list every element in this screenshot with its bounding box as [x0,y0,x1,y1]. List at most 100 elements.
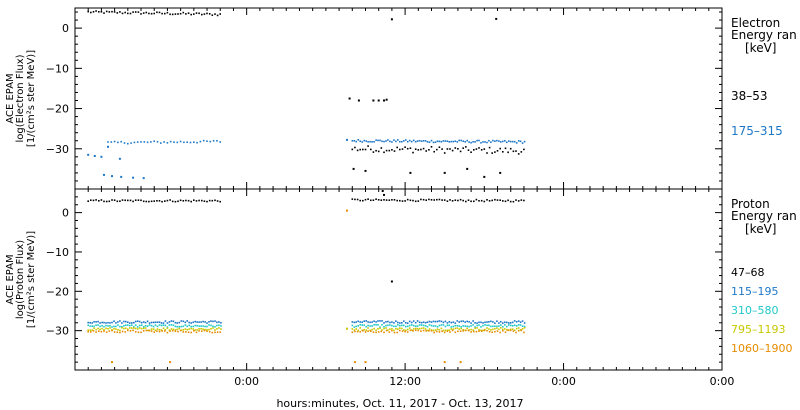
data-point [93,325,95,328]
x-tick-label: 0:00 [551,375,576,388]
data-point [406,198,409,201]
data-point [406,147,409,150]
data-point [121,322,123,324]
data-point [468,325,470,328]
data-point [107,325,109,327]
data-point [153,12,155,15]
data-point [495,17,498,20]
data-point [172,328,175,331]
data-point [214,199,216,202]
data-point [454,327,457,330]
data-point [208,330,211,333]
data-point [108,11,111,13]
data-point [182,329,185,331]
data-point [168,324,171,326]
data-point [404,200,406,202]
data-point [196,324,198,327]
data-point [494,140,496,142]
data-point [436,328,439,330]
data-point [474,326,476,328]
data-point [506,141,508,144]
data-point [120,140,122,143]
data-point [190,327,192,330]
data-point [509,322,512,324]
data-point [509,324,512,327]
data-point [446,200,449,202]
data-point [192,328,194,330]
data-point [140,327,143,330]
data-point [515,199,517,201]
data-point [201,13,203,16]
legend-title: Electron [731,16,780,30]
data-point [438,140,441,143]
data-point [371,321,373,323]
y-axis-label-line: log(Electron Flux) [15,54,26,142]
data-point [375,198,377,200]
data-point [410,324,413,326]
data-point [476,327,478,329]
data-point [486,329,488,332]
data-point [458,328,460,330]
data-point [375,329,377,332]
data-point [353,361,356,364]
data-point [134,199,137,201]
data-point [428,328,431,330]
data-point [355,140,357,143]
data-point [375,321,377,323]
data-point [491,152,493,154]
legend-entry-115-195: 115–195 [731,285,779,298]
data-point [131,327,133,329]
data-point [502,330,504,332]
data-point [212,140,215,142]
data-point [190,13,192,16]
data-point [410,329,413,331]
data-point [399,329,401,332]
data-point [357,325,359,327]
data-point [408,139,411,142]
data-point [472,329,474,331]
data-point [357,320,359,323]
data-point [113,331,116,333]
data-point [395,328,397,330]
data-point [494,327,496,330]
data-point [200,328,202,330]
data-point [365,140,367,142]
data-point [509,147,512,150]
y-tick-label: −10 [46,62,69,75]
data-point [389,324,391,326]
data-point [424,328,427,330]
data-point [216,140,218,142]
data-point [351,328,354,330]
data-point [109,322,111,324]
data-point [164,200,166,202]
data-point [451,149,454,152]
data-point [133,141,136,144]
data-point [127,324,129,326]
data-point [478,324,480,326]
data-point [383,151,385,154]
data-point [515,331,517,334]
data-point [457,199,459,202]
data-point [363,328,365,331]
data-point [379,326,381,328]
data-point [379,139,381,142]
data-point [185,13,187,15]
data-point [443,152,446,154]
data-point [450,328,453,330]
data-point [504,200,507,203]
data-point [140,141,142,143]
data-point [451,200,454,202]
data-point [513,324,516,327]
data-point [184,324,187,326]
data-point [202,328,204,330]
data-point [494,322,496,324]
data-point [355,325,357,328]
data-point [480,199,483,202]
data-point [523,322,526,324]
data-point [449,148,451,150]
data-point [172,324,175,327]
data-point [395,320,397,322]
data-point [412,139,415,142]
data-point [414,148,417,150]
data-point [216,328,218,330]
